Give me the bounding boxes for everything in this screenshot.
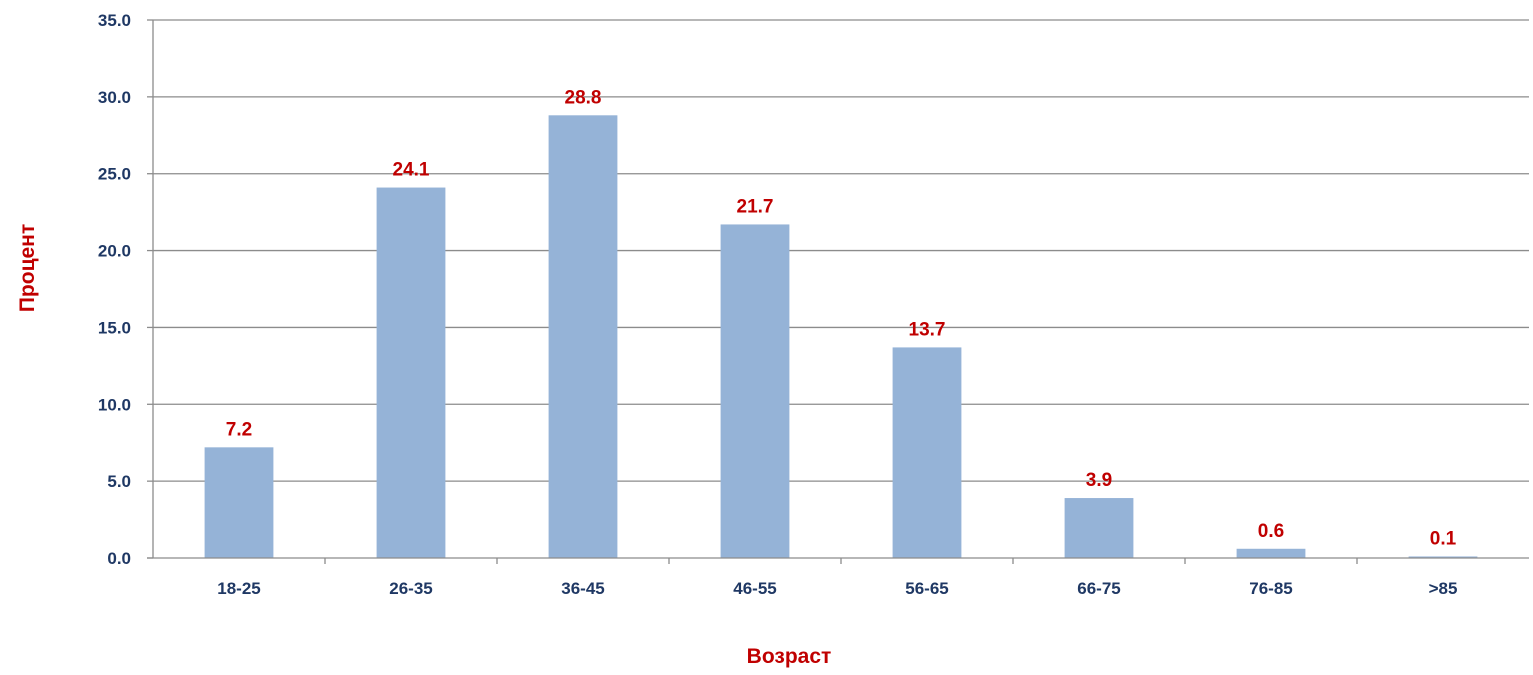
x-axis-title: Возраст (747, 645, 832, 668)
bar (376, 187, 446, 558)
gridlines (153, 19, 1529, 482)
y-tick-label: 0.0 (107, 549, 131, 568)
bar (720, 224, 790, 558)
bar-value-label: 13.7 (909, 319, 946, 340)
x-tick-label: 18-25 (217, 579, 260, 598)
bar-value-label: 7.2 (226, 419, 252, 440)
bar (1236, 548, 1306, 558)
bar-value-label: 3.9 (1086, 470, 1112, 491)
bar (204, 447, 274, 558)
x-tick-label: >85 (1429, 579, 1458, 598)
bar (892, 347, 962, 558)
y-tick-label: 5.0 (107, 472, 131, 491)
bar (1064, 498, 1134, 558)
x-tick-label: 66-75 (1077, 579, 1120, 598)
axes (147, 19, 1529, 564)
bar (548, 115, 618, 558)
x-tick-label: 36-45 (561, 579, 604, 598)
y-tick-label: 30.0 (98, 88, 131, 107)
bar-value-label: 0.1 (1430, 528, 1457, 549)
bars (204, 115, 1478, 558)
x-tick-label: 76-85 (1249, 579, 1292, 598)
y-tick-label: 10.0 (98, 395, 131, 414)
x-tick-label: 56-65 (905, 579, 948, 598)
x-tick-label: 26-35 (389, 579, 432, 598)
x-tick-label: 46-55 (733, 579, 776, 598)
bar-value-label: 0.6 (1258, 521, 1284, 542)
y-axis-title: Процент (16, 224, 39, 312)
labels: 0.0 5.0 10.0 15.0 20.0 25.0 30.0 35.0 7.2 18-25 24… (98, 11, 1458, 598)
y-tick-label: 35.0 (98, 11, 131, 30)
bar-value-label: 24.1 (393, 160, 430, 181)
bar-value-label: 28.8 (565, 87, 602, 108)
bar-value-label: 21.7 (737, 196, 774, 217)
y-tick-label: 15.0 (98, 318, 131, 337)
y-tick-label: 25.0 (98, 165, 131, 184)
y-tick-label: 20.0 (98, 242, 131, 261)
bar (1408, 556, 1478, 558)
